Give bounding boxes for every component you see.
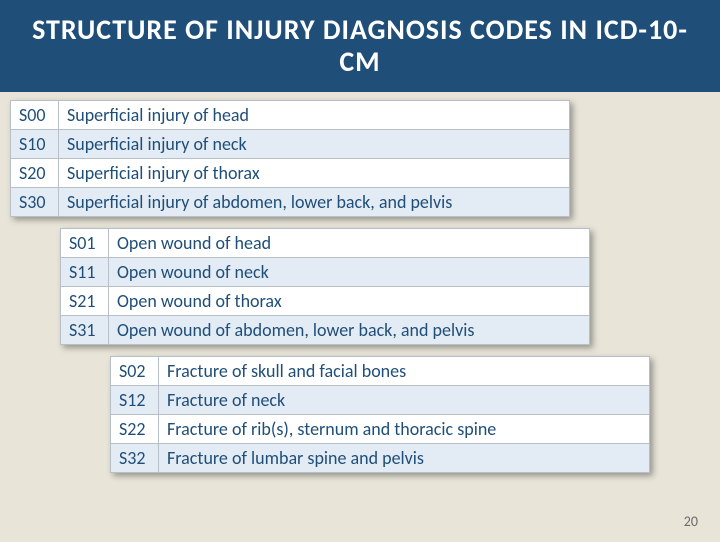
table-row: S21Open wound of thorax: [61, 286, 589, 315]
table-row: S10Superficial injury of neck: [11, 129, 569, 158]
table-row: S31Open wound of abdomen, lower back, an…: [61, 315, 589, 344]
table-row: S12Fracture of neck: [111, 385, 649, 414]
code-cell: S10: [11, 129, 59, 158]
code-cell: S20: [11, 158, 59, 187]
content-stage: S00Superficial injury of headS10Superfic…: [0, 92, 720, 542]
code-cell: S00: [11, 101, 59, 129]
codes-table-2: S02Fracture of skull and facial bonesS12…: [110, 356, 650, 473]
desc-cell: Open wound of thorax: [109, 286, 589, 315]
desc-cell: Open wound of neck: [109, 257, 589, 286]
desc-cell: Fracture of skull and facial bones: [159, 357, 649, 385]
code-cell: S22: [111, 414, 159, 443]
desc-cell: Fracture of rib(s), sternum and thoracic…: [159, 414, 649, 443]
table-row: S02Fracture of skull and facial bones: [111, 357, 649, 385]
desc-cell: Superficial injury of thorax: [59, 158, 569, 187]
code-cell: S32: [111, 443, 159, 472]
desc-cell: Superficial injury of neck: [59, 129, 569, 158]
code-cell: S01: [61, 229, 109, 257]
desc-cell: Fracture of lumbar spine and pelvis: [159, 443, 649, 472]
codes-table-1: S01Open wound of headS11Open wound of ne…: [60, 228, 590, 345]
table-row: S32Fracture of lumbar spine and pelvis: [111, 443, 649, 472]
table-row: S30Superficial injury of abdomen, lower …: [11, 187, 569, 216]
desc-cell: Open wound of head: [109, 229, 589, 257]
page-number: 20: [684, 513, 698, 530]
table-row: S01Open wound of head: [61, 229, 589, 257]
code-cell: S02: [111, 357, 159, 385]
desc-cell: Superficial injury of abdomen, lower bac…: [59, 187, 569, 216]
desc-cell: Superficial injury of head: [59, 101, 569, 129]
table-row: S22Fracture of rib(s), sternum and thora…: [111, 414, 649, 443]
code-cell: S31: [61, 315, 109, 344]
desc-cell: Fracture of neck: [159, 385, 649, 414]
code-cell: S12: [111, 385, 159, 414]
codes-table-0: S00Superficial injury of headS10Superfic…: [10, 100, 570, 217]
code-cell: S30: [11, 187, 59, 216]
desc-cell: Open wound of abdomen, lower back, and p…: [109, 315, 589, 344]
page-title: STRUCTURE OF INJURY DIAGNOSIS CODES IN I…: [0, 0, 720, 92]
code-cell: S11: [61, 257, 109, 286]
code-cell: S21: [61, 286, 109, 315]
table-row: S11Open wound of neck: [61, 257, 589, 286]
table-row: S20Superficial injury of thorax: [11, 158, 569, 187]
table-row: S00Superficial injury of head: [11, 101, 569, 129]
